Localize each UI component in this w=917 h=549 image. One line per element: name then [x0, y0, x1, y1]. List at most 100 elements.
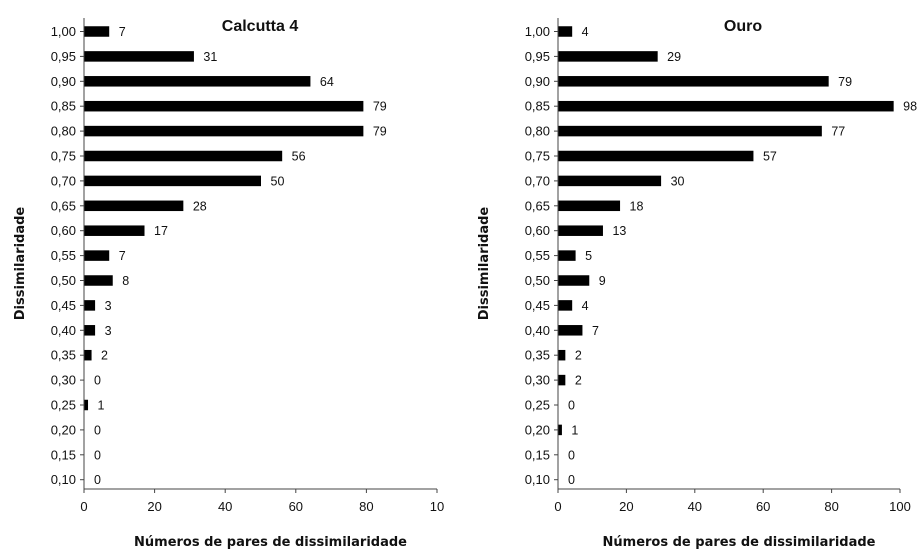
x-tick-label: 0	[80, 499, 87, 514]
data-label: 3	[105, 299, 112, 313]
bar	[84, 51, 194, 62]
y-tick-label: 0,90	[51, 74, 76, 89]
bar	[558, 225, 603, 236]
bar	[558, 300, 573, 311]
bar	[558, 250, 576, 261]
y-tick-label: 0,70	[51, 173, 76, 188]
bar	[84, 275, 113, 286]
y-tick-label: 0,95	[525, 49, 550, 64]
x-tick-label: 40	[688, 499, 702, 514]
y-tick-label: 0,30	[525, 373, 550, 388]
chart-title: Calcutta 4	[222, 18, 299, 35]
y-tick-label: 0,85	[51, 99, 76, 114]
bar	[84, 200, 184, 212]
data-label: 4	[582, 299, 589, 313]
data-label: 30	[671, 174, 685, 188]
y-tick-label: 0,35	[51, 348, 76, 363]
y-tick-label: 0,85	[525, 99, 550, 114]
bar	[84, 100, 364, 112]
y-tick-label: 0,15	[525, 447, 550, 462]
bar	[84, 175, 261, 187]
data-label: 0	[94, 374, 101, 388]
data-label: 2	[575, 374, 582, 388]
y-tick-label: 0,35	[525, 348, 550, 363]
data-label: 31	[203, 50, 217, 64]
data-label: 7	[119, 249, 126, 263]
y-axis-title: Dissimilaridade	[13, 207, 28, 321]
data-label: 8	[122, 274, 129, 288]
y-tick-label: 0,80	[525, 124, 550, 139]
y-tick-label: 1,00	[525, 24, 550, 39]
y-tick-label: 0,55	[51, 248, 76, 263]
y-tick-label: 0,60	[51, 223, 76, 238]
x-axis-title: Números de pares de dissimilaridade	[603, 535, 876, 549]
y-tick-label: 0,50	[51, 273, 76, 288]
bar	[558, 424, 562, 436]
y-tick-label: 0,40	[51, 323, 76, 338]
x-tick-label: 40	[218, 499, 232, 514]
bar	[558, 325, 583, 336]
data-label: 79	[838, 75, 852, 89]
y-tick-label: 0,25	[525, 398, 550, 413]
bar	[558, 125, 822, 137]
y-tick-label: 0,40	[525, 323, 550, 338]
bar	[558, 175, 662, 187]
y-tick-label: 0,10	[525, 472, 550, 487]
data-label: 28	[193, 199, 207, 213]
data-label: 1	[98, 399, 105, 413]
x-tick-label: 60	[289, 499, 303, 514]
bar	[558, 100, 894, 112]
bar	[84, 76, 311, 87]
y-tick-label: 0,50	[525, 273, 550, 288]
data-label: 7	[119, 25, 126, 39]
data-label: 0	[94, 423, 101, 437]
bar	[558, 150, 754, 162]
data-label: 79	[373, 100, 387, 114]
data-label: 50	[271, 174, 285, 188]
data-label: 0	[568, 399, 575, 413]
data-label: 0	[94, 473, 101, 487]
x-axis-title: Números de pares de dissimilaridade	[134, 535, 407, 549]
y-tick-label: 0,15	[51, 447, 76, 462]
data-label: 56	[292, 150, 306, 164]
y-tick-label: 0,45	[525, 298, 550, 313]
x-tick-label: 100	[889, 499, 911, 514]
y-tick-label: 0,10	[51, 472, 76, 487]
y-tick-label: 0,55	[525, 248, 550, 263]
bar	[558, 200, 621, 212]
y-tick-label: 0,45	[51, 298, 76, 313]
data-label: 0	[568, 448, 575, 462]
data-label: 4	[582, 25, 589, 39]
bar	[558, 374, 566, 386]
data-label: 9	[599, 274, 606, 288]
y-tick-label: 0,75	[51, 149, 76, 164]
bar	[84, 349, 92, 361]
data-label: 2	[101, 349, 108, 363]
y-tick-label: 0,20	[525, 422, 550, 437]
bar	[84, 300, 96, 311]
chart-title: Ouro	[724, 18, 762, 35]
data-label: 1	[571, 423, 578, 437]
y-tick-label: 0,60	[525, 223, 550, 238]
x-tick-label: 80	[824, 499, 838, 514]
bar	[84, 250, 110, 261]
y-tick-label: 1,00	[51, 24, 76, 39]
x-tick-label: 60	[756, 499, 770, 514]
data-label: 77	[831, 125, 845, 139]
data-label: 7	[592, 324, 599, 338]
data-label: 57	[763, 150, 777, 164]
data-label: 64	[320, 75, 334, 89]
y-tick-label: 0,25	[51, 398, 76, 413]
y-tick-label: 0,70	[525, 173, 550, 188]
bar	[84, 26, 110, 37]
bar	[84, 150, 283, 162]
y-axis-title: Dissimilaridade	[477, 207, 492, 321]
data-label: 18	[630, 199, 644, 213]
y-tick-label: 0,20	[51, 422, 76, 437]
x-tick-label: 20	[147, 499, 161, 514]
data-label: 79	[373, 125, 387, 139]
bar	[84, 399, 89, 411]
bar	[558, 26, 573, 37]
